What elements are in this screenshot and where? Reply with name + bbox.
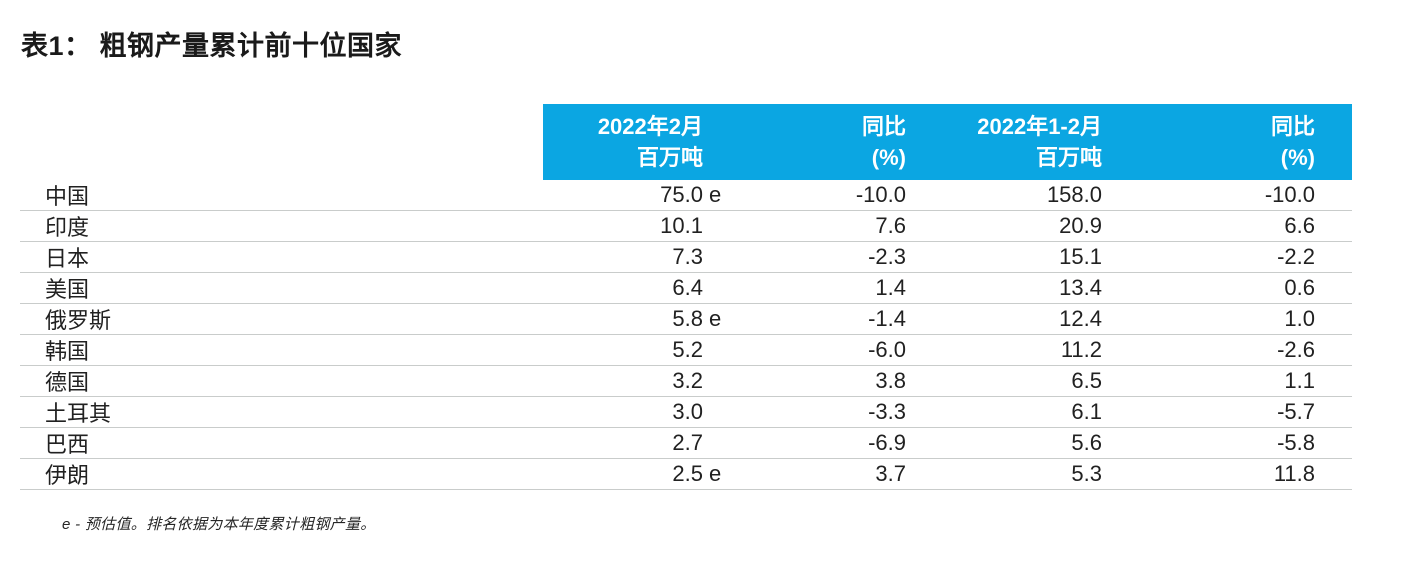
feb-yoy-cell: 3.8: [875, 368, 906, 393]
feb-production-value: 10.1: [660, 213, 703, 238]
feb-production-value: 75.0: [660, 182, 703, 207]
feb-yoy-cell: 1.4: [875, 275, 906, 300]
column-header-feb-line2: 百万吨: [636, 145, 703, 170]
jan-feb-production-cell: 12.4: [1059, 306, 1102, 331]
jan-feb-yoy-cell: 1.1: [1284, 368, 1315, 393]
feb-production-cell: 3.0: [543, 399, 770, 425]
table-row: 德国 3.2 3.8 6.5 1.1: [20, 366, 1352, 397]
table-row: 美国 6.4 1.4 13.4 0.6: [20, 273, 1352, 304]
country-cell: 韩国: [45, 339, 90, 364]
jan-feb-production-cell: 6.1: [1071, 399, 1102, 424]
estimate-flag: [703, 275, 727, 301]
jan-feb-yoy-cell: -2.2: [1277, 244, 1315, 269]
feb-production-cell: 5.8 e: [543, 306, 770, 332]
footnote: e - 预估值。排名依据为本年度累计粗钢产量。: [62, 516, 376, 533]
jan-feb-yoy-cell: 6.6: [1284, 213, 1315, 238]
feb-production-cell: 10.1: [543, 213, 770, 239]
jan-feb-yoy-cell: 0.6: [1284, 275, 1315, 300]
jan-feb-yoy-cell: -2.6: [1277, 337, 1315, 362]
feb-production-cell: 5.2: [543, 337, 770, 363]
feb-production-value: 6.4: [672, 275, 703, 300]
table-header-row: 2022年2月 百万吨 同比 (%) 2022年1-2月 百万吨 同比 (%): [543, 104, 1352, 180]
estimate-flag: [703, 430, 727, 456]
table-row: 伊朗 2.5 e 3.7 5.3 11.8: [20, 459, 1352, 490]
feb-yoy-cell: 3.7: [875, 461, 906, 486]
column-header-yoy-feb-line2: (%): [871, 145, 906, 170]
feb-production-value: 3.2: [672, 368, 703, 393]
feb-production-value: 2.5: [672, 461, 703, 486]
column-header-yoy-jan-feb-line1: 同比: [1270, 114, 1315, 139]
column-header-yoy-feb-line1: 同比: [861, 114, 906, 139]
feb-yoy-cell: 7.6: [875, 213, 906, 238]
feb-yoy-cell: -1.4: [868, 306, 906, 331]
table-row: 日本 7.3 -2.3 15.1 -2.2: [20, 242, 1352, 273]
feb-production-value: 3.0: [672, 399, 703, 424]
feb-yoy-cell: -10.0: [855, 182, 906, 207]
feb-production-cell: 7.3: [543, 244, 770, 270]
jan-feb-production-cell: 20.9: [1059, 213, 1102, 238]
country-cell: 美国: [45, 277, 90, 302]
feb-yoy-cell: -6.0: [868, 337, 906, 362]
estimate-flag: [703, 337, 727, 363]
jan-feb-production-cell: 13.4: [1059, 275, 1102, 300]
feb-production-cell: 6.4: [543, 275, 770, 301]
table-row: 土耳其 3.0 -3.3 6.1 -5.7: [20, 397, 1352, 428]
column-header-jan-feb: 2022年1-2月 百万吨: [930, 104, 1125, 180]
jan-feb-production-cell: 158.0: [1046, 182, 1102, 207]
table-row: 巴西 2.7 -6.9 5.6 -5.8: [20, 428, 1352, 459]
column-header-yoy-jan-feb: 同比 (%): [1125, 104, 1352, 180]
table-row: 中国 75.0 e -10.0 158.0 -10.0: [20, 180, 1352, 211]
crude-steel-table: 2022年2月 百万吨 同比 (%) 2022年1-2月 百万吨 同比 (%) …: [20, 104, 1352, 490]
jan-feb-production-cell: 6.5: [1071, 368, 1102, 393]
feb-yoy-cell: -6.9: [868, 430, 906, 455]
estimate-flag: [703, 213, 727, 239]
estimate-flag: [703, 244, 727, 270]
jan-feb-yoy-cell: -10.0: [1264, 182, 1315, 207]
feb-production-cell: 75.0 e: [543, 182, 770, 208]
country-cell: 伊朗: [45, 463, 90, 488]
table-row: 韩国 5.2 -6.0 11.2 -2.6: [20, 335, 1352, 366]
estimate-flag: e: [709, 182, 722, 207]
jan-feb-production-cell: 15.1: [1059, 244, 1102, 269]
feb-production-value: 5.8: [672, 306, 703, 331]
country-cell: 德国: [45, 370, 90, 395]
feb-yoy-cell: -3.3: [868, 399, 906, 424]
page-title: 表1： 粗钢产量累计前十位国家: [21, 31, 403, 61]
country-cell: 印度: [45, 215, 90, 240]
column-header-feb-line1: 2022年2月: [597, 114, 703, 139]
country-cell: 中国: [45, 184, 90, 209]
country-cell: 日本: [45, 246, 90, 271]
feb-production-value: 7.3: [672, 244, 703, 269]
jan-feb-production-cell: 11.2: [1060, 337, 1102, 362]
estimate-flag: [703, 399, 727, 425]
table-row: 俄罗斯 5.8 e -1.4 12.4 1.0: [20, 304, 1352, 335]
feb-production-cell: 2.5 e: [543, 461, 770, 487]
column-header-yoy-jan-feb-line2: (%): [1280, 145, 1315, 170]
feb-yoy-cell: -2.3: [868, 244, 906, 269]
feb-production-cell: 2.7: [543, 430, 770, 456]
jan-feb-production-cell: 5.3: [1071, 461, 1102, 486]
table-body: 中国 75.0 e -10.0 158.0 -10.0 印度 10.1 7.6 …: [20, 180, 1352, 490]
table-row: 印度 10.1 7.6 20.9 6.6: [20, 211, 1352, 242]
jan-feb-yoy-cell: -5.8: [1277, 430, 1315, 455]
country-cell: 俄罗斯: [45, 308, 112, 333]
column-header-feb: 2022年2月 百万吨: [543, 104, 770, 180]
feb-production-value: 5.2: [672, 337, 703, 362]
country-cell: 土耳其: [45, 401, 112, 426]
estimate-flag: [703, 368, 727, 394]
jan-feb-yoy-cell: 1.0: [1284, 306, 1315, 331]
column-header-yoy-feb: 同比 (%): [770, 104, 930, 180]
jan-feb-yoy-cell: 11.8: [1273, 461, 1315, 486]
jan-feb-production-cell: 5.6: [1071, 430, 1102, 455]
feb-production-cell: 3.2: [543, 368, 770, 394]
jan-feb-yoy-cell: -5.7: [1277, 399, 1315, 424]
estimate-flag: e: [709, 461, 722, 486]
country-cell: 巴西: [45, 432, 90, 457]
column-header-jan-feb-line2: 百万吨: [1035, 145, 1102, 170]
estimate-flag: e: [709, 306, 722, 331]
column-header-jan-feb-line1: 2022年1-2月: [977, 114, 1102, 139]
feb-production-value: 2.7: [672, 430, 703, 455]
